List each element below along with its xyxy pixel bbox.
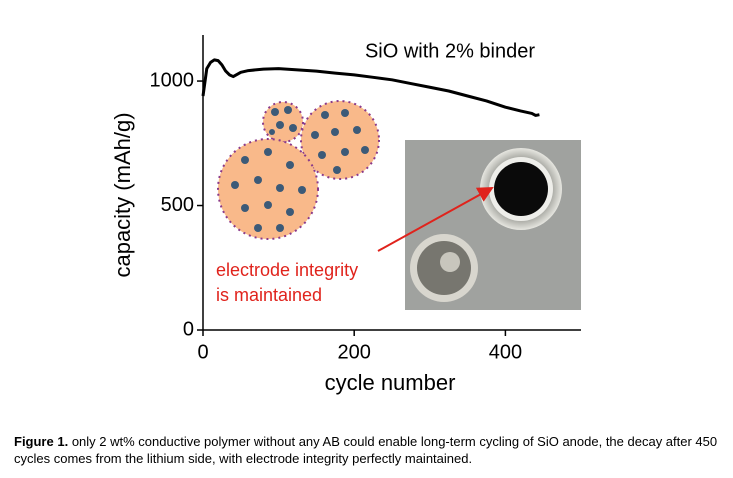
caption-label: Figure 1.	[14, 434, 69, 449]
y-tick-label: 500	[161, 194, 194, 216]
chart-title: SiO with 2% binder	[365, 40, 535, 62]
caption: Figure 1. only 2 wt% conductive polymer …	[14, 433, 726, 467]
illustration	[217, 100, 581, 310]
y-tick-label: 1000	[150, 69, 195, 91]
x-tick-label: 200	[338, 341, 371, 363]
caption-text: only 2 wt% conductive polymer without an…	[14, 434, 718, 466]
chart: SiO with 2% binder cycle number capacity…	[110, 35, 581, 395]
x-tick-label: 0	[197, 341, 208, 363]
annotation: electrode integrity	[216, 260, 358, 280]
data-line	[201, 58, 540, 117]
x-tick-label: 400	[489, 341, 522, 363]
annotation: is maintained	[216, 285, 322, 305]
x-axis-title: cycle number	[325, 370, 456, 395]
y-tick-label: 0	[183, 318, 194, 340]
y-axis-title: capacity (mAh/g)	[110, 112, 135, 277]
